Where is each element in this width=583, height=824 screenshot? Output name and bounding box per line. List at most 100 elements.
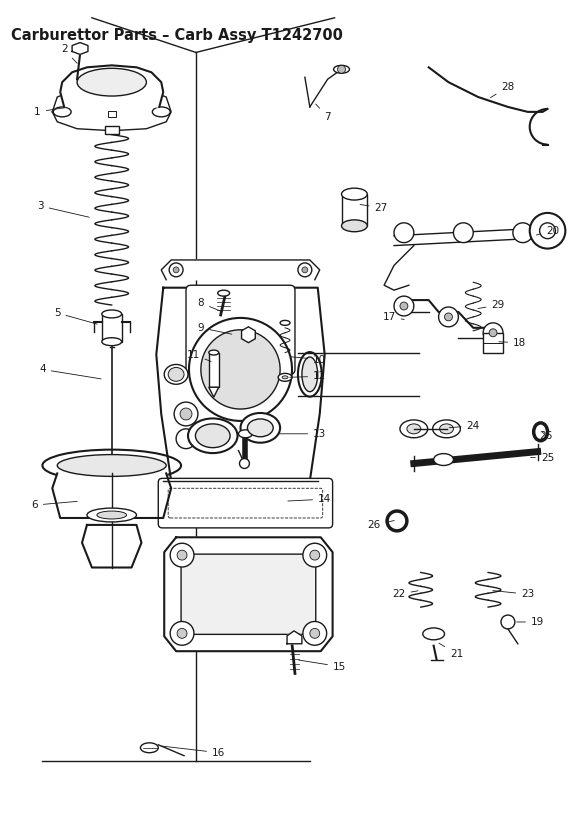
Text: 1: 1 (34, 107, 68, 117)
Ellipse shape (77, 68, 146, 96)
Ellipse shape (247, 419, 273, 437)
Circle shape (400, 302, 408, 310)
Text: 28: 28 (490, 82, 515, 97)
Ellipse shape (423, 628, 444, 639)
Text: 27: 27 (360, 203, 388, 213)
Text: 10: 10 (291, 354, 326, 364)
Ellipse shape (217, 290, 230, 296)
Ellipse shape (152, 107, 170, 117)
Circle shape (298, 263, 312, 277)
Text: 16: 16 (162, 746, 225, 758)
Bar (483, 333, 503, 353)
Text: 18: 18 (499, 338, 526, 348)
Bar (342, 194, 367, 226)
Circle shape (240, 458, 250, 469)
Circle shape (513, 222, 533, 242)
Ellipse shape (102, 310, 122, 318)
Ellipse shape (333, 65, 349, 73)
Circle shape (302, 267, 308, 273)
Circle shape (303, 543, 326, 567)
Polygon shape (209, 387, 219, 397)
Text: 9: 9 (198, 323, 232, 335)
Text: 22: 22 (392, 589, 418, 599)
Text: 11: 11 (187, 349, 211, 362)
Ellipse shape (278, 373, 292, 382)
Text: 3: 3 (37, 201, 89, 218)
Ellipse shape (102, 338, 122, 345)
Circle shape (303, 621, 326, 645)
Ellipse shape (407, 424, 421, 433)
Text: 26: 26 (539, 431, 552, 441)
Ellipse shape (53, 107, 71, 117)
Circle shape (170, 543, 194, 567)
Circle shape (394, 296, 414, 316)
Text: 14: 14 (288, 494, 331, 504)
Polygon shape (52, 87, 171, 131)
Text: 21: 21 (439, 644, 463, 658)
Bar (209, 353, 219, 387)
Ellipse shape (342, 220, 367, 232)
Ellipse shape (141, 742, 158, 752)
Polygon shape (156, 288, 325, 481)
FancyBboxPatch shape (158, 479, 333, 528)
FancyBboxPatch shape (186, 285, 295, 374)
Text: 20: 20 (536, 226, 559, 236)
Text: 7: 7 (315, 104, 331, 122)
Ellipse shape (87, 508, 136, 522)
Text: 13: 13 (279, 428, 326, 439)
Ellipse shape (440, 424, 454, 433)
Text: 8: 8 (198, 298, 220, 311)
Circle shape (177, 629, 187, 639)
Ellipse shape (433, 420, 461, 438)
Text: 23: 23 (493, 589, 535, 599)
Circle shape (501, 615, 515, 629)
Ellipse shape (97, 511, 127, 519)
Ellipse shape (282, 376, 288, 379)
Circle shape (489, 329, 497, 337)
Polygon shape (384, 246, 414, 290)
Circle shape (444, 313, 452, 321)
Circle shape (174, 402, 198, 426)
Circle shape (170, 621, 194, 645)
Ellipse shape (434, 453, 454, 466)
Bar (102, 314, 122, 342)
Circle shape (438, 307, 458, 327)
Text: 25: 25 (531, 452, 554, 462)
Polygon shape (60, 65, 163, 107)
Text: 12: 12 (290, 372, 326, 382)
Ellipse shape (302, 357, 318, 391)
Text: 19: 19 (517, 617, 545, 627)
FancyBboxPatch shape (181, 554, 316, 634)
Circle shape (338, 65, 346, 73)
Circle shape (454, 222, 473, 242)
Bar (108, 111, 115, 117)
Text: 4: 4 (39, 364, 101, 379)
Text: 26: 26 (367, 520, 394, 530)
Circle shape (530, 213, 566, 249)
Text: 2: 2 (61, 44, 77, 63)
Circle shape (176, 428, 196, 448)
Ellipse shape (238, 430, 252, 438)
Text: 17: 17 (382, 312, 404, 322)
Ellipse shape (280, 321, 290, 325)
Ellipse shape (164, 364, 188, 384)
Polygon shape (82, 525, 142, 568)
Ellipse shape (342, 188, 367, 200)
Text: 15: 15 (298, 660, 346, 672)
Polygon shape (287, 631, 302, 644)
Circle shape (310, 550, 319, 560)
Text: Carburettor Parts – Carb Assy T1242700: Carburettor Parts – Carb Assy T1242700 (10, 28, 343, 43)
Circle shape (173, 267, 179, 273)
Ellipse shape (209, 350, 219, 355)
Ellipse shape (298, 352, 322, 396)
Circle shape (201, 330, 280, 409)
Circle shape (189, 318, 292, 421)
Text: 5: 5 (54, 308, 97, 324)
Ellipse shape (168, 368, 184, 382)
Circle shape (483, 323, 503, 343)
Ellipse shape (57, 455, 166, 476)
Polygon shape (161, 260, 319, 280)
Ellipse shape (195, 424, 230, 447)
Circle shape (394, 222, 414, 242)
Polygon shape (164, 537, 333, 651)
